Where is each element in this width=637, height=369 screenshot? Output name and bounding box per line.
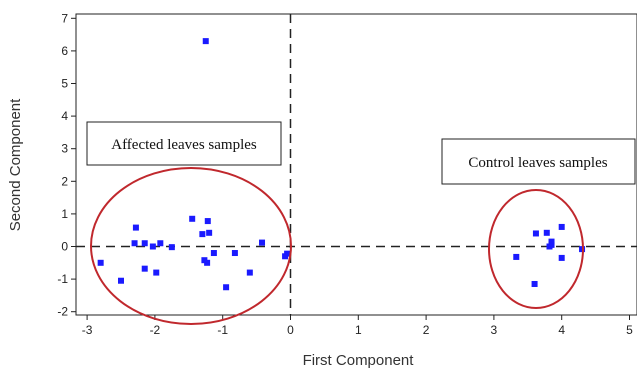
- y-tick-label: 6: [61, 44, 68, 58]
- plot-frame: [75, 13, 637, 316]
- data-point: [141, 265, 148, 272]
- data-point: [206, 229, 213, 236]
- y-tick-label: -1: [57, 272, 68, 286]
- data-point: [168, 244, 175, 251]
- control-label: Control leaves samples: [468, 155, 607, 171]
- data-point: [558, 223, 565, 230]
- data-point: [210, 250, 217, 257]
- data-point: [132, 224, 139, 231]
- x-tick-label: -1: [217, 323, 228, 337]
- data-point: [231, 250, 238, 257]
- data-point: [532, 230, 539, 237]
- data-point: [118, 277, 124, 284]
- affected-samples-ellipse: [90, 167, 292, 325]
- data-point: [153, 269, 160, 276]
- y-tick-label: 2: [61, 174, 68, 188]
- data-point: [513, 253, 520, 260]
- data-point: [246, 269, 253, 276]
- data-point: [202, 38, 209, 45]
- affected-label-box: [86, 121, 282, 166]
- data-point: [131, 240, 138, 247]
- x-tick-label: -3: [82, 323, 93, 337]
- data-point: [558, 254, 565, 261]
- x-axis-title: First Component: [303, 352, 415, 369]
- y-tick-label: 5: [61, 77, 68, 91]
- y-tick-label: 0: [61, 240, 68, 254]
- x-tick-label: 5: [626, 323, 633, 337]
- y-tick-label: 1: [61, 207, 68, 221]
- data-point: [149, 243, 156, 250]
- data-points: [97, 38, 586, 291]
- control-label-box: [441, 138, 636, 185]
- y-axis-ticks: -2 -1 0 1 2 3 4 5 6 7: [57, 11, 76, 319]
- data-point: [189, 215, 196, 222]
- data-point: [548, 241, 555, 248]
- data-point: [199, 231, 206, 238]
- y-axis-title: Second Component: [7, 98, 24, 231]
- y-tick-label: -2: [57, 305, 68, 319]
- y-tick-label: 7: [61, 11, 68, 25]
- x-tick-label: 4: [558, 323, 565, 337]
- data-point: [548, 238, 555, 245]
- data-point: [284, 250, 291, 257]
- x-tick-label: 2: [423, 323, 430, 337]
- y-tick-label: 3: [61, 142, 68, 156]
- x-tick-label: 0: [287, 323, 294, 337]
- data-point: [157, 240, 164, 247]
- y-tick-label: 4: [61, 109, 68, 123]
- data-point: [204, 218, 211, 225]
- x-tick-label: 1: [355, 323, 362, 337]
- data-point: [531, 280, 538, 287]
- data-point: [223, 284, 230, 291]
- affected-label: Affected leaves samples: [111, 137, 257, 153]
- x-tick-label: 3: [491, 323, 498, 337]
- data-point: [259, 239, 266, 246]
- data-point: [141, 240, 148, 247]
- x-axis-ticks: -3 -2 -1 0 1 2 3 4 5: [82, 315, 633, 337]
- data-point: [97, 259, 104, 266]
- data-point: [543, 229, 550, 236]
- control-samples-ellipse: [488, 189, 584, 309]
- data-point: [204, 259, 211, 266]
- x-tick-label: -2: [150, 323, 161, 337]
